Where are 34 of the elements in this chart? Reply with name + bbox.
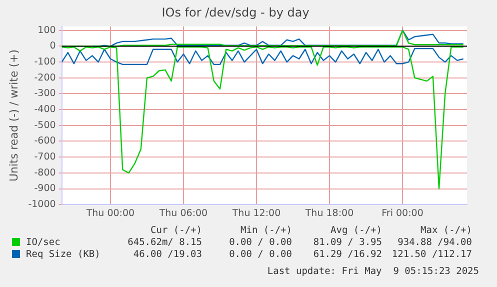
legend-label: Req Size (KB) — [25, 248, 102, 260]
text: Max (-/+) — [420, 224, 472, 236]
x-tick-label: Thu 00:00 — [85, 208, 135, 219]
text: 0.00 / 0.00 — [228, 236, 292, 248]
y-tick-label: 100 — [38, 24, 56, 36]
text: Cur (-/+) — [150, 224, 202, 236]
text: 121.50 /112.17 — [390, 248, 472, 260]
y-tick-label: -100 — [34, 56, 56, 68]
text: 61.29 /16.92 — [312, 248, 382, 260]
text: 46.00 /19.03 — [132, 248, 202, 260]
y-tick-label: -1000 — [28, 199, 56, 210]
text: 645.62m/ 8.15 — [126, 236, 202, 248]
x-tick-label: Thu 06:00 — [158, 208, 208, 219]
text: 0.00 / 0.00 — [228, 248, 292, 260]
y-tick-label: -900 — [34, 183, 56, 194]
text: 81.09 / 3.95 — [312, 236, 382, 248]
y-tick-label: -200 — [34, 72, 56, 84]
chart-title: IOs for /dev/sdg - by day — [162, 5, 310, 20]
x-tick-label: Thu 12:00 — [231, 208, 281, 219]
y-tick-label: -600 — [34, 136, 56, 147]
text: Min (-/+) — [240, 224, 292, 236]
x-tick-label: Fri 00:00 — [382, 208, 424, 219]
text: Avg (-/+) — [330, 224, 382, 236]
x-tick-label: Thu 18:00 — [304, 208, 354, 219]
text: 934.88 /94.00 — [396, 236, 472, 248]
y-tick-label: -700 — [34, 152, 56, 163]
text: Last update: Fri May 9 05:15:23 2025 — [267, 266, 479, 277]
y-tick-label: -300 — [34, 88, 56, 100]
y-tick-label: -800 — [34, 167, 56, 178]
y-axis-title: Units read (-) / write (+) — [7, 49, 20, 182]
y-tick-label: -400 — [34, 104, 56, 116]
y-tick-label: -500 — [34, 120, 56, 131]
y-tick-label: 0 — [50, 40, 56, 52]
legend-label: IO/sec — [25, 236, 62, 248]
